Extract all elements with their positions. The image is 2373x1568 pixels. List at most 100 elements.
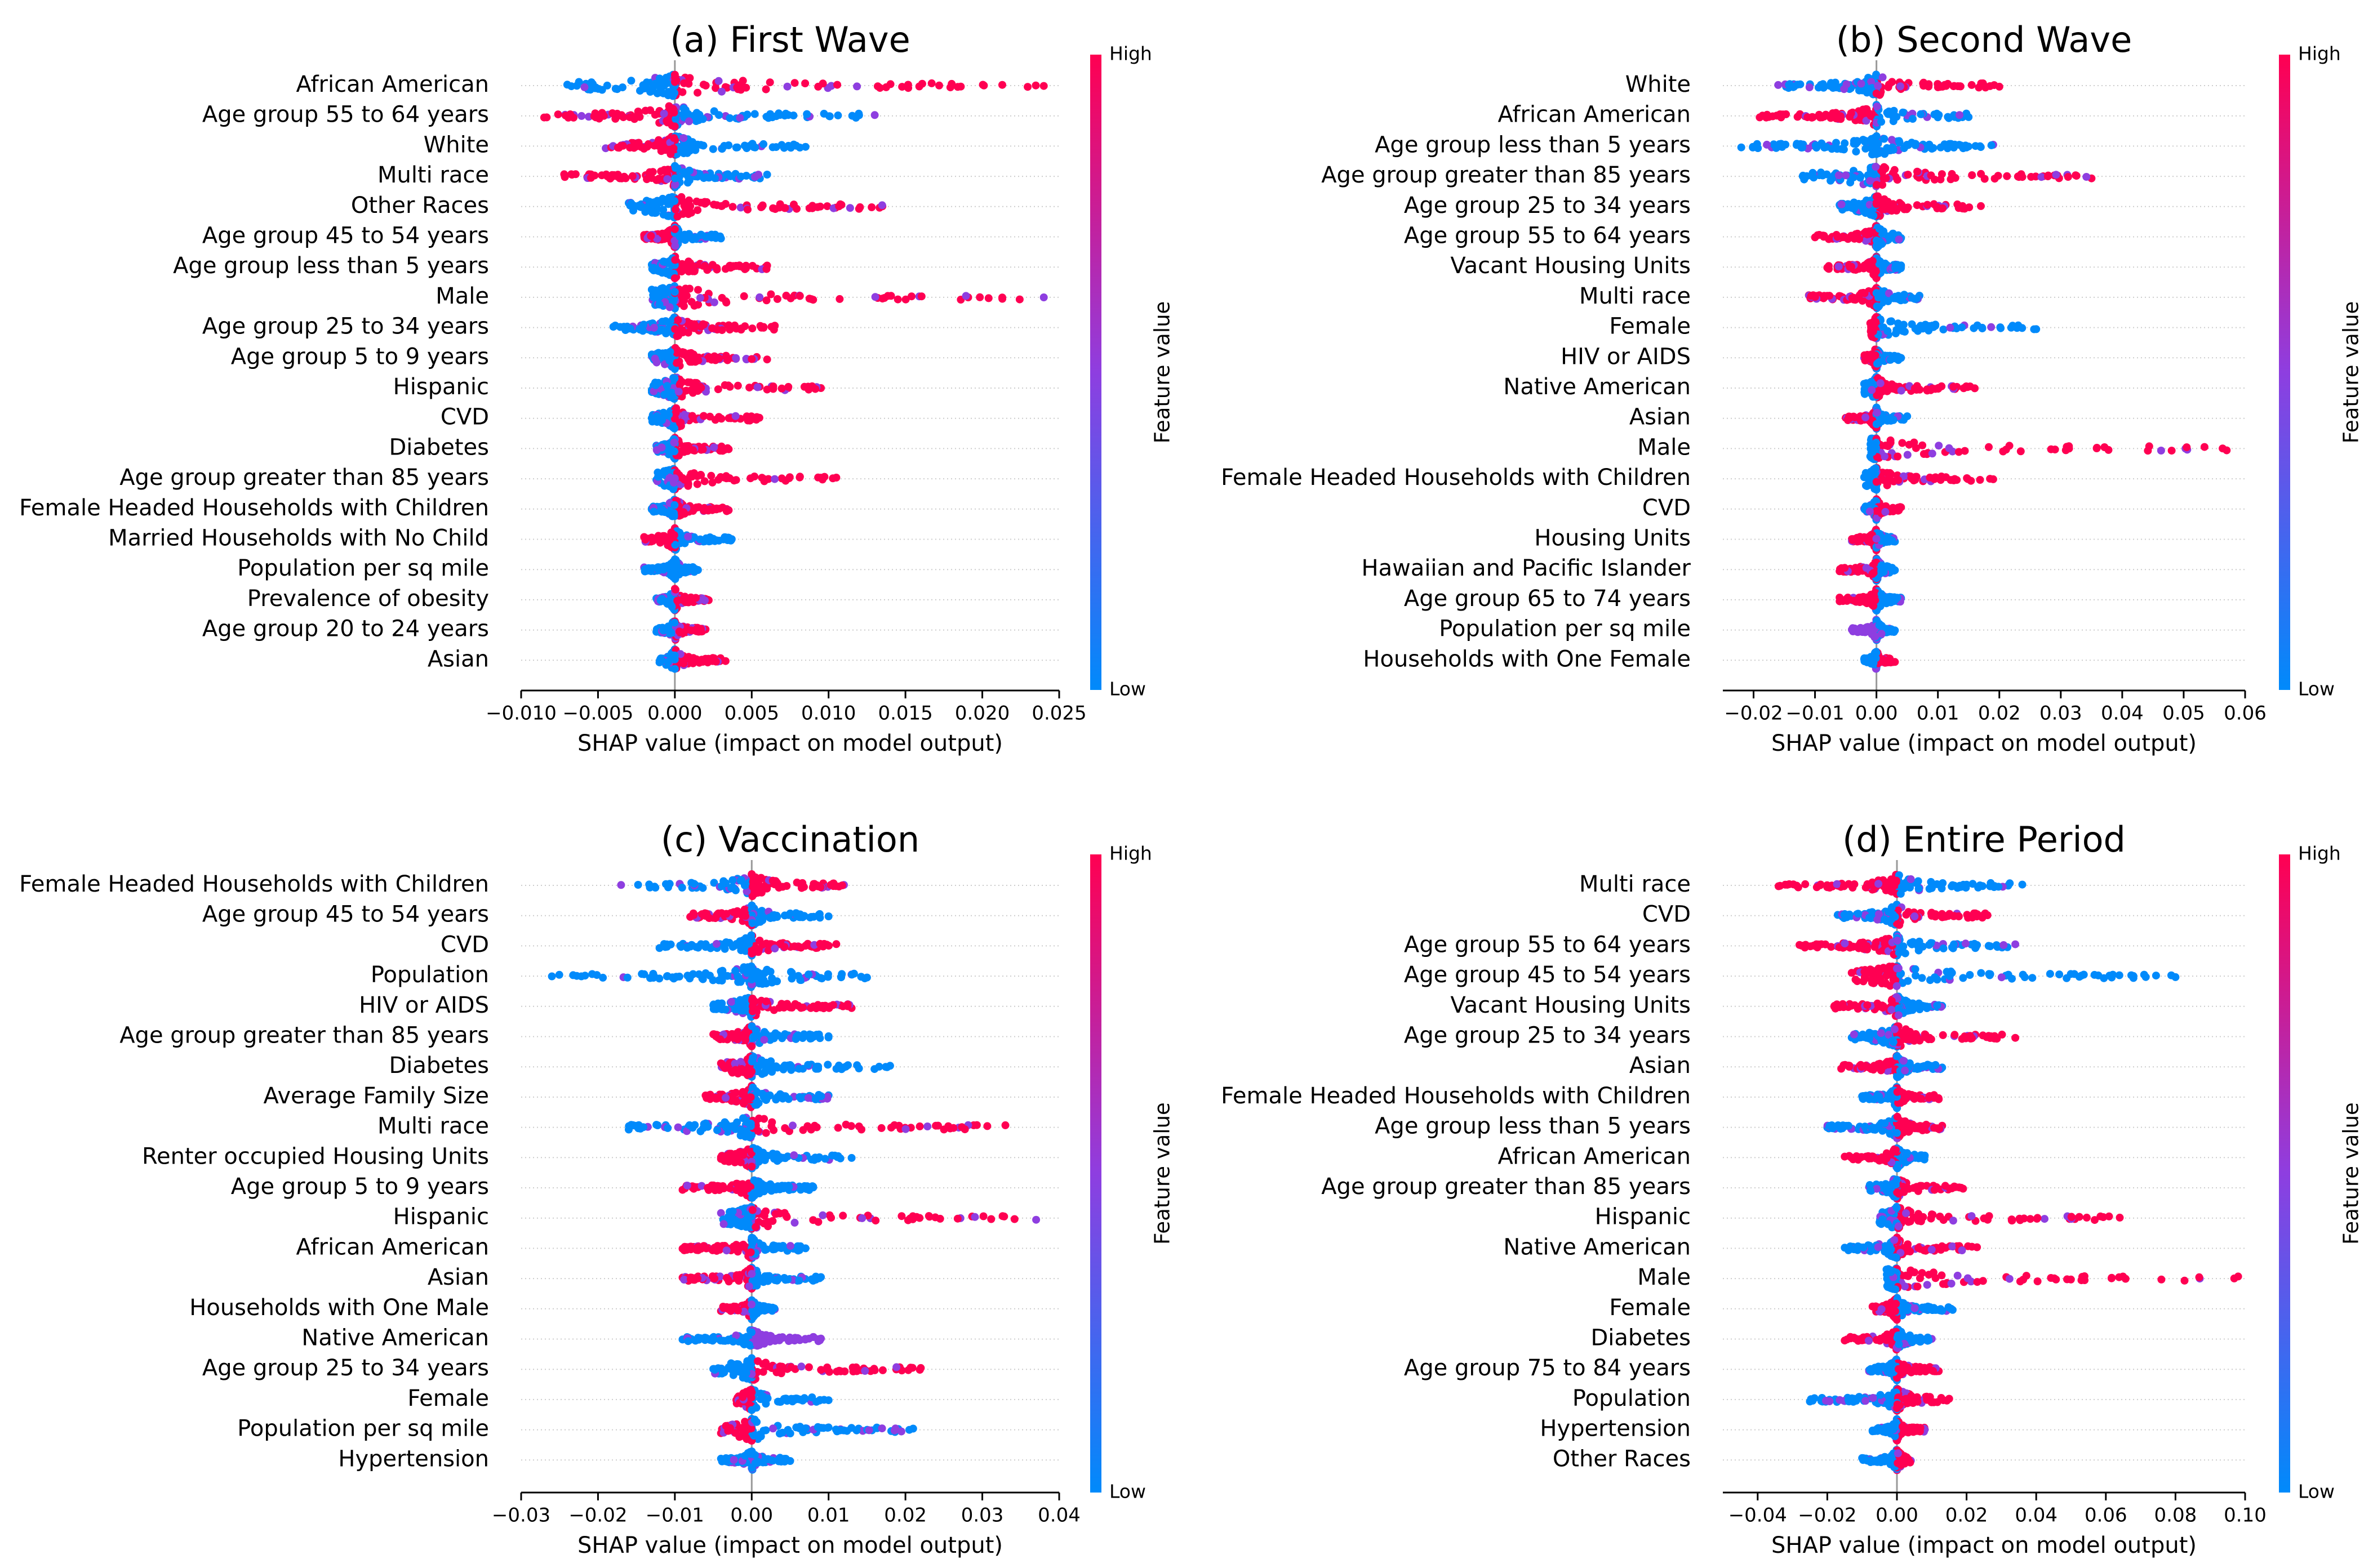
shap-point <box>1986 475 1994 483</box>
shap-point <box>1900 321 1908 329</box>
shap-point <box>1872 439 1880 447</box>
shap-point <box>1911 385 1919 393</box>
shap-point <box>666 348 674 356</box>
shap-point <box>763 171 771 179</box>
shap-point <box>691 471 699 479</box>
shap-point <box>784 83 792 91</box>
chart-title: (b) Second Wave <box>1836 19 2132 60</box>
shap-point <box>659 284 667 292</box>
shap-point <box>679 148 687 156</box>
shap-point <box>647 232 655 240</box>
shap-point <box>704 507 712 515</box>
shap-point <box>699 446 707 453</box>
shap-point <box>2100 443 2108 451</box>
shap-point <box>1881 508 1889 516</box>
shap-point <box>679 508 687 516</box>
shap-point <box>1873 409 1881 417</box>
feature-row-age-group-less-than-5-years: Age group less than 5 years <box>173 253 1059 282</box>
shap-point <box>722 474 730 482</box>
shap-point <box>741 142 749 150</box>
shap-point <box>732 144 740 152</box>
shap-point <box>701 198 709 206</box>
shap-point <box>1904 451 1912 459</box>
shap-point <box>619 83 626 91</box>
shap-point <box>746 474 754 482</box>
shap-point <box>1904 171 1912 179</box>
shap-point <box>671 242 679 250</box>
feature-label: Age group 65 to 74 years <box>1404 586 1691 612</box>
shap-point <box>619 142 627 150</box>
feature-row-population-per-sq-mile: Population per sq mile <box>237 555 1059 583</box>
shap-point <box>671 474 679 482</box>
shap-point <box>1934 83 1942 91</box>
shap-point <box>1873 200 1881 208</box>
shap-point <box>1950 82 1958 90</box>
shap-point <box>708 324 716 332</box>
shap-point <box>657 167 665 175</box>
shap-point <box>1873 243 1881 251</box>
shap-point <box>2003 172 2011 180</box>
shap-point <box>737 173 745 181</box>
colorbar-gradient <box>1090 55 1101 690</box>
shap-point <box>647 564 655 572</box>
shap-point <box>670 654 678 662</box>
shap-point <box>2082 173 2090 181</box>
shap-point <box>1872 351 1879 359</box>
shap-point <box>853 82 861 90</box>
shap-point <box>1872 163 1879 171</box>
shap-point <box>1942 82 1950 90</box>
feature-row-african-american: African American <box>1498 101 2246 130</box>
shap-point <box>1976 476 1984 484</box>
shap-point <box>2157 447 2165 455</box>
shap-point <box>748 412 756 420</box>
shap-point <box>2006 442 2014 449</box>
shap-point <box>928 79 936 87</box>
shap-point <box>1887 317 1895 325</box>
shap-point <box>594 85 602 93</box>
feature-row-white: White <box>424 132 1059 159</box>
shap-point <box>647 86 655 94</box>
shap-point <box>1845 201 1852 208</box>
shap-point <box>702 82 710 90</box>
shap-point <box>721 446 728 453</box>
shap-point <box>1985 443 1993 451</box>
shap-point <box>691 302 699 310</box>
shap-point <box>1854 564 1861 572</box>
shap-point <box>673 332 681 340</box>
feature-row-female-headed-households-with-children: Female Headed Households with Children <box>19 495 1059 521</box>
shap-point <box>819 475 826 483</box>
shap-point <box>1939 326 1947 333</box>
shap-point <box>1873 535 1881 543</box>
feature-row-cvd: CVD <box>1642 495 2245 524</box>
shap-point <box>1873 289 1881 297</box>
shap-point <box>1947 175 1955 183</box>
shap-point <box>1938 170 1946 178</box>
shap-point <box>1888 144 1896 152</box>
shap-point <box>671 274 679 282</box>
shap-point <box>674 316 682 324</box>
feature-label: Male <box>1637 434 1691 460</box>
shap-point <box>852 114 860 122</box>
shap-point <box>1806 83 1814 91</box>
shap-point <box>687 594 695 602</box>
shap-point <box>1860 208 1868 216</box>
shap-point <box>1869 141 1877 149</box>
shap-point <box>570 114 577 122</box>
shap-point <box>856 203 864 211</box>
shap-point <box>762 86 770 93</box>
shap-point <box>572 170 580 178</box>
shap-point <box>670 375 678 382</box>
shap-point <box>2052 171 2060 179</box>
shap-point <box>732 476 740 484</box>
shap-point <box>1886 469 1894 477</box>
shap-point <box>803 110 811 118</box>
shap-point <box>1869 328 1877 336</box>
shap-point <box>796 292 804 300</box>
shap-point <box>1947 476 1955 484</box>
shap-point <box>715 77 723 85</box>
shap-point <box>825 112 833 120</box>
shap-point <box>671 78 679 86</box>
shap-point <box>702 173 710 181</box>
shap-point <box>1866 507 1874 515</box>
